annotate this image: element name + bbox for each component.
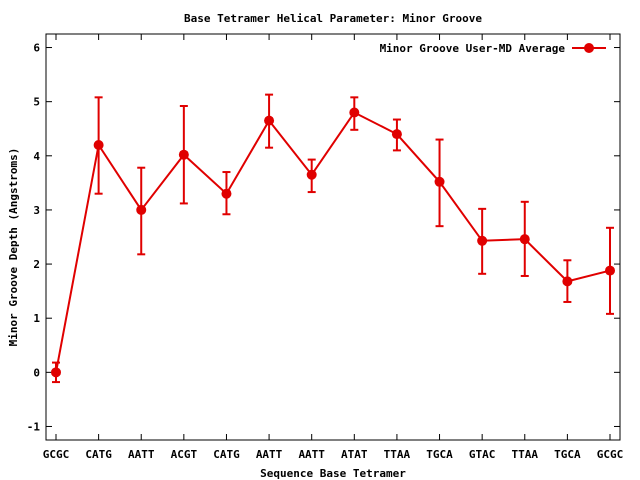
data-point (136, 204, 147, 215)
y-tick-label: 1 (33, 312, 40, 325)
data-point (349, 107, 360, 118)
x-tick-label: GCGC (43, 448, 70, 461)
x-tick-label: AATT (298, 448, 325, 461)
plot-frame (45, 33, 621, 441)
data-point (93, 139, 104, 150)
y-tick-label: 0 (33, 366, 40, 379)
data-point (477, 235, 488, 246)
y-axis-label: Minor Groove Depth (Angstroms) (7, 148, 20, 347)
data-point (306, 169, 317, 180)
x-tick-label: CATG (85, 448, 112, 461)
data-point (264, 115, 275, 126)
x-tick-label: TGCA (426, 448, 453, 461)
series-layer (51, 93, 615, 384)
legend-label: Minor Groove User-MD Average (380, 42, 566, 55)
data-point (434, 176, 445, 187)
x-tick-label: AATT (256, 448, 283, 461)
x-tick-label: CATG (213, 448, 240, 461)
data-point (562, 276, 573, 287)
data-point (178, 149, 189, 160)
y-tick-label: 4 (33, 150, 40, 163)
legend-marker (584, 43, 594, 53)
data-point (221, 188, 232, 199)
x-tick-label: TGCA (554, 448, 581, 461)
y-tick-label: 2 (33, 258, 40, 271)
y-tick-label: 5 (33, 96, 40, 109)
series-line (55, 111, 611, 373)
x-tick-label: GCGC (597, 448, 624, 461)
x-tick-label: GTAC (469, 448, 496, 461)
x-axis-label: Sequence Base Tetramer (260, 467, 406, 480)
x-tick-label: TTAA (512, 448, 539, 461)
axis-ticks: -1 0 1 2 3 4 5 6 GCGC CATG AATT ACGT CATG AATT AATT ATA… (27, 34, 624, 461)
y-tick-label: -1 (27, 420, 41, 433)
chart-title: Base Tetramer Helical Parameter: Minor G… (184, 12, 482, 25)
x-tick-label: TTAA (384, 448, 411, 461)
data-point (51, 367, 61, 378)
x-tick-label: ACGT (171, 448, 198, 461)
data-point (519, 234, 530, 245)
x-tick-label: ATAT (341, 448, 368, 461)
y-tick-label: 3 (33, 204, 40, 217)
y-tick-label: 6 (33, 42, 40, 55)
data-point (391, 129, 402, 140)
data-point (605, 265, 615, 276)
legend: Minor Groove User-MD Average (380, 42, 606, 55)
x-tick-label: AATT (128, 448, 155, 461)
